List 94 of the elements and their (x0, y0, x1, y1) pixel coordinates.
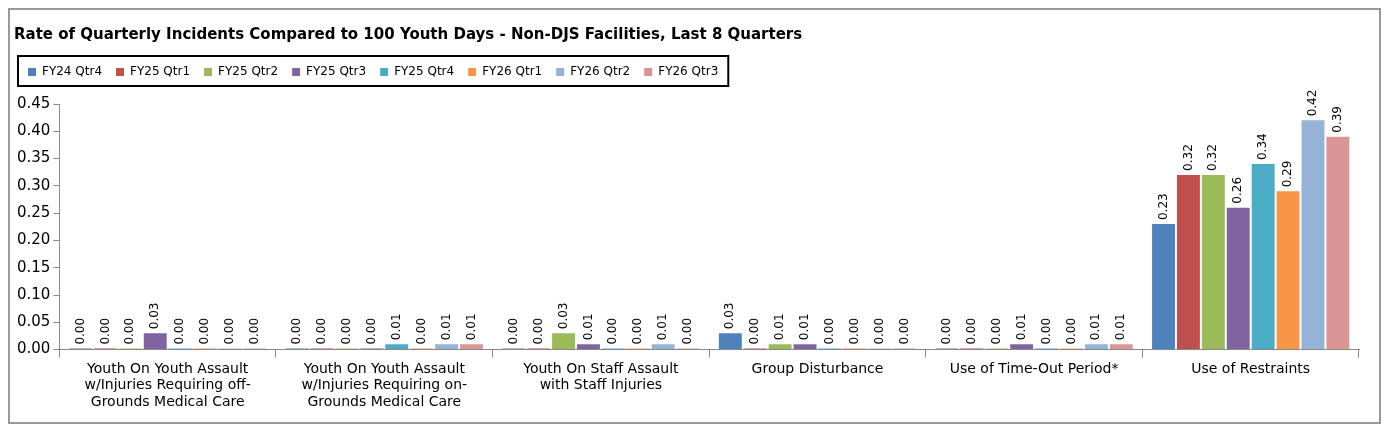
x-tick-label: Youth On Youth Assault w/Injuries Requiring off-Grounds Medical Care (84, 359, 251, 410)
data-label: 0.00 (1063, 317, 1078, 345)
data-label: 0.00 (122, 317, 137, 345)
data-label: 0.32 (1180, 144, 1195, 171)
legend-label: FY26 Qtr1 (482, 64, 543, 79)
legend-label: FY26 Qtr2 (570, 64, 631, 79)
data-label: 0.34 (1255, 133, 1270, 161)
x-tick-label: Use of Restraints (1191, 359, 1311, 376)
data-label: 0.23 (1155, 193, 1170, 221)
data-label: 0.01 (1113, 313, 1128, 341)
data-label: 0.00 (988, 317, 1003, 345)
legend-label: FY25 Qtr3 (306, 64, 367, 79)
data-label: 0.00 (896, 317, 911, 345)
chart-title: Rate of Quarterly Incidents Compared to 100 Youth Days - Non-DJS Facilities, Last 8 Quarters (14, 24, 803, 43)
data-label: 0.00 (339, 317, 354, 345)
data-label: 0.03 (555, 302, 570, 330)
data-label: 0.01 (388, 313, 403, 341)
bar (1276, 191, 1300, 350)
legend-label: FY25 Qtr4 (394, 64, 455, 79)
data-label: 0.00 (630, 317, 645, 345)
y-tick-label: 0.20 (16, 230, 51, 249)
bar (435, 344, 459, 350)
data-label: 0.03 (147, 302, 162, 330)
data-label: 0.03 (722, 302, 737, 330)
data-label: 0.00 (963, 317, 978, 345)
x-tick-label: Youth On Youth Assault w/Injuries Requiring on-Grounds Medical Care (301, 359, 468, 410)
data-label: 0.39 (1330, 106, 1345, 133)
data-label: 0.00 (605, 317, 620, 345)
bar (460, 344, 483, 350)
data-label: 0.00 (97, 317, 112, 345)
data-label: 0.00 (846, 317, 861, 345)
data-label: 0.00 (747, 317, 762, 345)
bar (1152, 224, 1175, 350)
bar (1201, 174, 1225, 350)
data-label: 0.01 (1013, 313, 1028, 341)
bar (793, 344, 817, 350)
bar (718, 333, 742, 350)
data-label: 0.29 (1280, 160, 1295, 188)
data-label: 0.00 (363, 317, 378, 345)
bar (768, 344, 792, 350)
bar (385, 344, 409, 350)
bar (552, 333, 575, 350)
y-tick-label: 0.10 (16, 284, 51, 303)
y-tick-label: 0.40 (16, 121, 51, 140)
bar (1010, 344, 1034, 350)
y-tick-label: 0.15 (16, 257, 51, 276)
legend-label: FY24 Qtr4 (42, 64, 103, 79)
bar (1176, 174, 1200, 350)
legend-label: FY25 Qtr2 (218, 64, 279, 79)
bar (1226, 207, 1250, 350)
data-label: 0.01 (580, 313, 595, 341)
data-label: 0.00 (197, 317, 212, 345)
legend-label: FY26 Qtr3 (658, 64, 719, 79)
y-tick-label: 0.45 (16, 93, 51, 112)
bar (1084, 344, 1108, 350)
y-tick-label: 0.25 (16, 203, 51, 222)
y-tick-label: 0.05 (16, 312, 51, 331)
legend-label: FY25 Qtr1 (130, 64, 191, 79)
data-label: 0.00 (1038, 317, 1053, 345)
data-label: 0.01 (797, 313, 812, 341)
data-label: 0.00 (680, 317, 695, 345)
data-label: 0.00 (871, 317, 886, 345)
data-label: 0.00 (413, 317, 428, 345)
data-label: 0.00 (222, 317, 237, 345)
data-label: 0.01 (438, 313, 453, 341)
data-label: 0.32 (1205, 144, 1220, 171)
y-tick-label: 0.00 (16, 339, 51, 358)
bar (143, 333, 167, 350)
data-label: 0.00 (314, 317, 329, 345)
x-tick-label: Youth On Staff Assault with Staff Injuries (522, 359, 680, 393)
data-label: 0.00 (505, 317, 520, 345)
x-tick-label: Use of Time-Out Period* (949, 359, 1119, 376)
data-label: 0.42 (1305, 89, 1320, 117)
bar (651, 344, 675, 350)
data-label: 0.01 (772, 313, 787, 341)
x-tick-label: Group Disturbance (751, 359, 884, 376)
y-tick-label: 0.30 (16, 175, 51, 194)
data-label: 0.00 (72, 317, 87, 345)
data-label: 0.00 (247, 317, 262, 345)
data-label: 0.00 (530, 317, 545, 345)
data-label: 0.01 (463, 313, 478, 341)
bar (1326, 136, 1350, 350)
data-label: 0.01 (1088, 313, 1103, 341)
data-label: 0.01 (655, 313, 670, 341)
bar (576, 344, 600, 350)
data-label: 0.00 (289, 317, 304, 345)
bar (1109, 344, 1133, 350)
data-label: 0.00 (939, 317, 954, 345)
bar (1301, 120, 1325, 350)
bar (1251, 164, 1275, 350)
data-label: 0.00 (822, 317, 837, 345)
data-label: 0.26 (1230, 176, 1245, 204)
data-label: 0.00 (172, 317, 187, 345)
y-tick-label: 0.35 (16, 148, 51, 167)
